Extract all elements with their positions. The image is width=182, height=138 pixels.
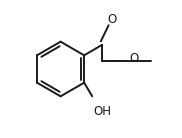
- Text: O: O: [130, 52, 139, 65]
- Text: O: O: [108, 13, 117, 26]
- Text: OH: OH: [94, 105, 112, 118]
